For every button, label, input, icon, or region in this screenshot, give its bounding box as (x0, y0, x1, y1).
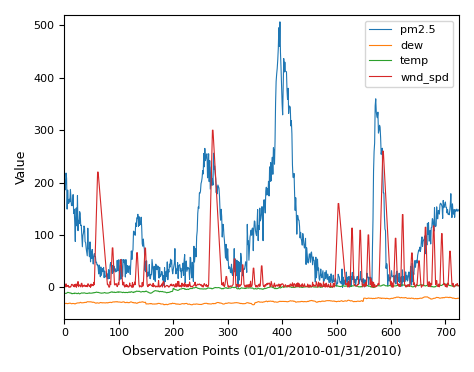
dew (340, 299, 346, 304)
dew (109, 300, 115, 304)
dew (89, 300, 95, 304)
temp (77, 292, 82, 296)
temp (340, 283, 346, 288)
wnd_spd (62, 282, 67, 286)
Line: temp: temp (64, 284, 458, 294)
wnd_spd (110, 246, 116, 250)
Y-axis label: Value: Value (15, 150, 28, 184)
pm2.5 (62, 172, 67, 177)
Legend: pm2.5, dew, temp, wnd_spd: pm2.5, dew, temp, wnd_spd (365, 20, 454, 87)
dew (456, 296, 461, 301)
wnd_spd (90, 283, 96, 288)
temp (90, 291, 96, 295)
pm2.5 (367, 277, 373, 281)
wnd_spd (340, 251, 346, 256)
dew (63, 301, 68, 306)
dew (422, 295, 428, 299)
temp (366, 284, 372, 288)
temp (110, 290, 116, 295)
dew (62, 301, 67, 306)
temp (62, 291, 67, 296)
temp (443, 282, 449, 286)
pm2.5 (109, 271, 115, 276)
pm2.5 (456, 208, 461, 212)
wnd_spd (456, 283, 461, 288)
wnd_spd (88, 285, 93, 289)
pm2.5 (63, 183, 68, 187)
pm2.5 (340, 285, 346, 289)
Line: dew: dew (64, 297, 458, 305)
wnd_spd (367, 266, 373, 270)
X-axis label: Observation Points (01/01/2010-01/31/2010): Observation Points (01/01/2010-01/31/201… (122, 344, 401, 357)
temp (456, 283, 461, 288)
wnd_spd (372, 282, 377, 287)
dew (366, 296, 372, 301)
pm2.5 (372, 141, 377, 145)
pm2.5 (340, 275, 346, 279)
temp (63, 291, 68, 296)
dew (371, 296, 377, 301)
dew (161, 302, 167, 307)
wnd_spd (63, 284, 68, 288)
Line: wnd_spd: wnd_spd (64, 130, 458, 287)
pm2.5 (89, 247, 95, 252)
Line: pm2.5: pm2.5 (64, 22, 458, 287)
pm2.5 (277, 20, 283, 24)
wnd_spd (210, 128, 215, 132)
temp (371, 285, 377, 290)
